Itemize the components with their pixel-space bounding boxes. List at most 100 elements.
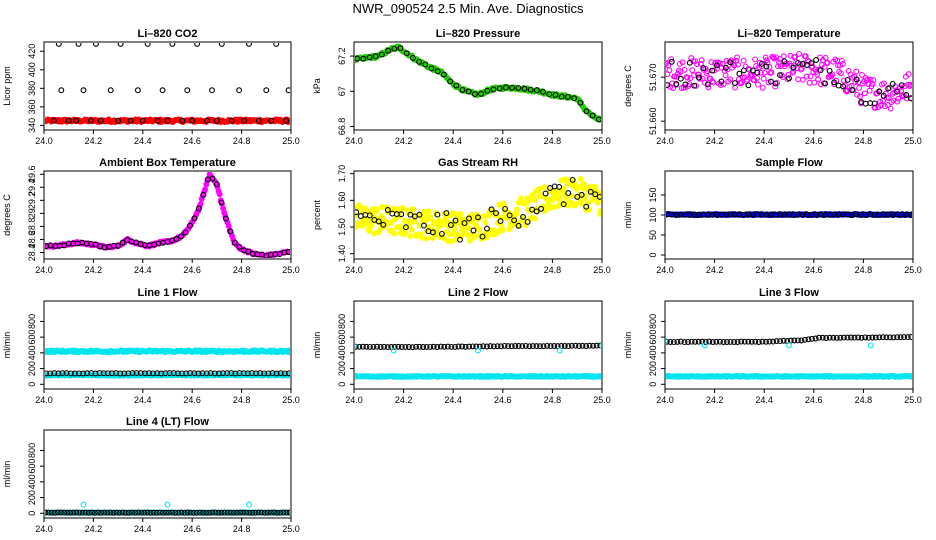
data-point <box>65 117 72 124</box>
data-point <box>713 338 720 345</box>
data-point <box>166 509 172 516</box>
y-axis-label: Licor ppm <box>2 66 12 106</box>
data-point <box>877 98 884 105</box>
data-point <box>261 370 268 377</box>
data-point <box>133 370 140 377</box>
data-point <box>236 243 243 250</box>
data-point <box>211 370 218 377</box>
data-point <box>248 370 255 377</box>
x-tick-label: 24.2 <box>85 395 103 405</box>
x-tick-label: 25.0 <box>282 524 300 534</box>
data-point <box>428 65 435 72</box>
data-point <box>117 43 124 47</box>
data-point <box>541 184 548 191</box>
data-point <box>717 82 724 88</box>
data-point <box>574 193 581 200</box>
plot-frame <box>353 170 603 260</box>
data-point <box>96 370 103 377</box>
data-point <box>727 338 734 345</box>
data-point <box>826 334 833 341</box>
data-point <box>55 43 62 47</box>
y-tick-label: 0 <box>337 382 347 387</box>
x-tick-label: 24.6 <box>494 136 512 146</box>
data-point <box>381 343 388 350</box>
y-tick-label: 1.40 <box>337 245 347 263</box>
data-point <box>908 334 912 340</box>
data-point <box>97 117 104 124</box>
data-point <box>890 334 897 341</box>
data-point <box>853 68 860 75</box>
data-point <box>434 211 441 218</box>
data-point <box>824 59 831 66</box>
data-point <box>880 80 887 87</box>
data-point <box>169 43 176 47</box>
data-point <box>540 88 547 95</box>
plot-area <box>666 211 912 219</box>
data-point <box>826 67 833 74</box>
data-point <box>540 343 547 350</box>
data-point <box>524 218 531 225</box>
plot-frame <box>664 300 914 390</box>
data-point <box>253 370 259 377</box>
data-point <box>169 509 176 516</box>
data-point <box>410 206 417 213</box>
data-point <box>274 509 281 516</box>
data-point <box>537 343 543 350</box>
data-point <box>745 82 752 89</box>
chart-panel-line2-flow: Line 2 Flow ml/min 24.0 24.2 24.4 24.6 24.8 25.… <box>312 287 611 405</box>
data-point <box>462 343 469 350</box>
data-point <box>766 64 773 70</box>
data-point <box>377 344 384 350</box>
chart-title: Gas Stream RH <box>438 157 518 169</box>
data-point <box>423 343 430 350</box>
data-point <box>228 117 235 124</box>
x-tick-label: 24.6 <box>183 265 201 275</box>
data-point <box>277 370 284 377</box>
data-point <box>113 370 119 377</box>
data-point <box>900 92 907 99</box>
data-point <box>789 69 796 76</box>
data-point <box>552 91 559 98</box>
data-point <box>895 95 902 102</box>
data-point <box>719 60 726 67</box>
x-tick-label: 24.8 <box>544 136 562 146</box>
data-point <box>144 43 151 47</box>
data-point <box>709 67 716 74</box>
data-point <box>370 343 377 350</box>
data-point <box>267 509 274 516</box>
data-point <box>277 509 284 516</box>
y-tick-label: 360 <box>27 99 37 114</box>
plot-area <box>355 43 601 123</box>
y-tick-label: 600 <box>337 330 347 345</box>
data-point <box>718 78 725 85</box>
data-point <box>87 117 94 124</box>
plot-frame <box>43 41 292 131</box>
data-point <box>514 206 521 213</box>
data-point <box>580 180 587 187</box>
data-point <box>286 509 290 516</box>
y-tick-label: 600 <box>27 330 37 345</box>
data-point <box>894 98 901 105</box>
chart-title: Li–820 Pressure <box>436 28 520 40</box>
data-point <box>470 227 477 234</box>
data-point <box>881 103 888 110</box>
data-point <box>533 343 540 350</box>
data-point <box>473 222 480 229</box>
data-point <box>512 343 519 349</box>
x-tick-label: 25.0 <box>593 395 611 405</box>
data-point <box>191 215 198 222</box>
data-point <box>218 43 225 47</box>
data-point <box>695 338 702 345</box>
data-point <box>887 105 894 112</box>
data-point <box>212 509 219 516</box>
data-point <box>768 69 775 76</box>
data-point <box>71 370 78 377</box>
data-point <box>273 43 280 47</box>
x-tick-label: 24.0 <box>656 265 674 275</box>
data-point <box>906 83 912 90</box>
y-axis-label: degrees C <box>2 194 12 236</box>
data-point <box>551 343 558 349</box>
data-point <box>872 334 879 341</box>
data-point <box>409 344 416 351</box>
data-point <box>466 237 473 244</box>
